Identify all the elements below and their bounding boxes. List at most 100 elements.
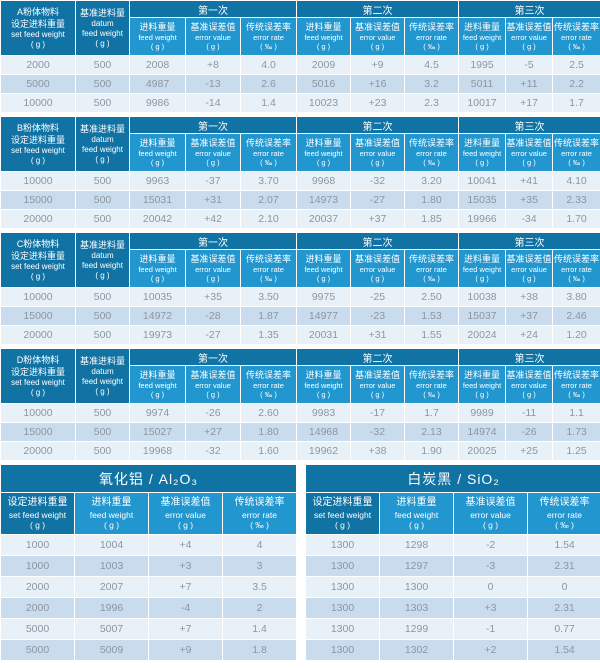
subcol-cn: 进料重量 — [464, 254, 501, 264]
material-table-B: B粉体物料 设定进料重量 set feed weight( g ) 基准进料量 datu… — [0, 116, 600, 229]
header-row-subcolumns: 进料重量 feed weight( g ) 基准误差值 error value( g … — [1, 133, 600, 172]
chem-table-al2o3: 氧化铝 / Al₂O₃ 设定进料重量 set feed weight( g ) 进料重… — [0, 464, 298, 661]
subcol-en: feed weight — [462, 33, 502, 42]
subcol-unit: ( ‰ ) — [568, 158, 585, 167]
cell-error-value-t2: -17 — [350, 403, 406, 423]
cell-set-weight: 2000 — [0, 576, 75, 598]
table-row: 1300 1303 +3 2.31 — [305, 597, 600, 619]
subcol-cn: 基准误差值 — [506, 22, 552, 32]
subcol-unit: ( g ) — [206, 158, 220, 167]
cell-set-weight: 20000 — [0, 209, 76, 229]
cell-feed-weight-t3: 10038 — [458, 287, 507, 307]
header-row-subcolumns: 进料重量 feed weight( g ) 基准误差值 error value( g … — [1, 17, 600, 56]
cell-error-value: +2 — [453, 639, 529, 661]
cell-error-rate: 1.54 — [527, 534, 600, 556]
subcol-en: feed weight — [462, 265, 502, 274]
subcol-unit: ( ‰ ) — [423, 390, 440, 399]
cell-error-value: +9 — [148, 639, 223, 661]
chem-header-en: set feed weight — [8, 510, 67, 520]
cell-error-rate-t1: 1.4 — [239, 93, 298, 113]
cell-error-rate-t3: 2.33 — [552, 190, 600, 210]
header-row-trials: A粉体物料 设定进料重量 set feed weight( g ) 基准进料量 datu… — [0, 0, 600, 56]
set-feed-weight-en: set feed weight — [11, 378, 65, 387]
cell-set-weight: 5000 — [0, 74, 76, 94]
cell-datum: 500 — [75, 287, 130, 307]
trial-header-1: 第一次 — [128, 116, 298, 134]
cell-error-value-t2: -27 — [350, 190, 406, 210]
datum-unit: ( g ) — [95, 387, 110, 396]
material-table-body: 10000 500 10035 +35 3.50 9975 -25 2.50 10038 +38 3… — [0, 287, 600, 345]
subcol-cn: 基准误差值 — [506, 370, 552, 380]
cell-error-rate-t2: 2.13 — [404, 422, 460, 442]
cell-error-value-t3: -5 — [505, 55, 554, 75]
cell-datum: 500 — [75, 190, 130, 210]
cell-error-rate-t1: 2.60 — [239, 403, 298, 423]
cell-error-value-t3: +41 — [505, 171, 554, 191]
cell-set-weight: 1300 — [305, 534, 381, 556]
chem-header-unit: ( ‰ ) — [555, 520, 574, 530]
cell-error-value-t3: -34 — [505, 209, 554, 229]
subcol-en: feed weight — [304, 381, 343, 390]
cell-feed-weight-t2: 14973 — [296, 190, 352, 210]
subcol-unit: ( ‰ ) — [260, 42, 277, 51]
subcol-en: error rate — [416, 265, 447, 274]
datum-cn: 基准进料量 — [79, 240, 125, 250]
trial-header-2: 第二次 — [296, 0, 460, 18]
datum-en1: datum — [91, 251, 114, 260]
cell-error-rate-t2: 1.85 — [404, 209, 460, 229]
cell-feed-weight: 5009 — [74, 639, 149, 661]
cell-error-rate-t1: 2.10 — [239, 209, 298, 229]
trial-header-1: 第一次 — [128, 348, 298, 366]
cell-error-rate: 1.54 — [527, 639, 600, 661]
chem-header-en: error value — [165, 510, 206, 520]
subcol-header-error-value-t3: 基准误差值 error value( g ) — [505, 249, 554, 288]
cell-error-rate-t3: 1.25 — [552, 441, 600, 461]
datum-en2: feed weight — [82, 261, 123, 270]
cell-feed-weight: 2007 — [74, 576, 149, 598]
table-row: 1300 1297 -3 2.31 — [305, 555, 600, 577]
col-header-error-rate: 传统误差率 error rate( ‰ ) — [527, 492, 600, 535]
material-name-label: B粉体物料 — [16, 123, 59, 133]
cell-error-rate-t3: 1.20 — [552, 325, 600, 345]
cell-datum: 500 — [75, 171, 130, 191]
cell-feed-weight-t1: 20042 — [129, 209, 186, 229]
cell-set-weight: 1300 — [305, 555, 381, 577]
cell-error-rate-t2: 1.7 — [404, 403, 460, 423]
subcol-header-error-rate-t3: 传统误差率 error rate( ‰ ) — [552, 133, 600, 172]
col-header-error-value: 基准误差值 error value( g ) — [148, 492, 223, 535]
cell-feed-weight: 1298 — [379, 534, 455, 556]
chem-header-en: error rate — [242, 510, 277, 520]
subcol-unit: ( g ) — [522, 42, 536, 51]
material-table-body: 10000 500 9963 -37 3.70 9968 -32 3.20 10041 +41 4.… — [0, 171, 600, 229]
cell-error-rate-t2: 2.50 — [404, 287, 460, 307]
chem-table-body: 1300 1298 -2 1.54 1300 1297 -3 2.31 1300 1300 0 0 13… — [305, 534, 600, 661]
datum-unit: ( g ) — [95, 39, 110, 48]
material-table-body: 2000 500 2008 +8 4.0 2009 +9 4.5 1995 -5 2.5 5000 50… — [0, 55, 600, 113]
chem-header-unit: ( g ) — [408, 520, 425, 530]
table-row: 10000 500 9963 -37 3.70 9968 -32 3.20 10041 +41 4.… — [0, 171, 600, 191]
datum-en1: datum — [91, 135, 114, 144]
cell-error-value-t2: +37 — [350, 209, 406, 229]
cell-feed-weight-t1: 2008 — [129, 55, 186, 75]
chem-header-en: feed weight — [394, 510, 439, 520]
col-header-set-feed-weight: C粉体物料 设定进料重量 set feed weight( g ) — [0, 232, 76, 288]
set-feed-weight-cn: 设定进料重量 — [10, 367, 65, 377]
subcol-header-error-rate-t3: 传统误差率 error rate( ‰ ) — [552, 365, 600, 404]
cell-error-value: -1 — [453, 618, 529, 640]
subcol-unit: ( g ) — [522, 158, 536, 167]
subcol-header-error-value-t1: 基准误差值 error value( g ) — [185, 249, 241, 288]
cell-set-weight: 10000 — [0, 287, 76, 307]
subcol-cn: 基准误差值 — [355, 138, 401, 148]
table-row: 15000 500 15027 +27 1.80 14968 -32 2.13 14974 -26… — [0, 422, 600, 442]
subcol-cn: 进料重量 — [139, 254, 176, 264]
col-header-set-feed-weight: A粉体物料 设定进料重量 set feed weight( g ) — [0, 0, 76, 56]
chem-header-row: 设定进料重量 set feed weight( g ) 进料重量 feed weigh… — [0, 492, 298, 535]
subcol-cn: 传统误差率 — [409, 254, 455, 264]
datum-en2: feed weight — [82, 145, 123, 154]
subcol-header-feed-weight-t2: 进料重量 feed weight( g ) — [296, 365, 352, 404]
cell-set-weight: 1300 — [305, 597, 381, 619]
subcol-en: feed weight — [304, 265, 343, 274]
cell-feed-weight: 1004 — [74, 534, 149, 556]
cell-error-value: +7 — [148, 618, 223, 640]
subcol-en: error value — [195, 33, 231, 42]
